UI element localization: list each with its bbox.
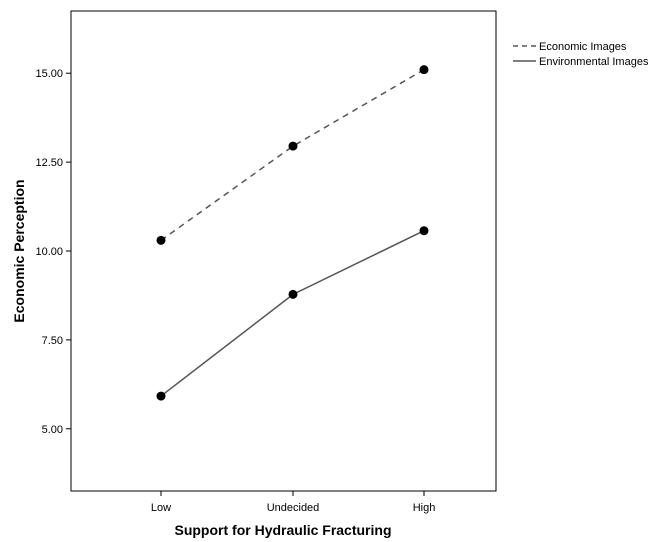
y-axis: 5.00 7.50 10.00 12.50 15.00 bbox=[35, 68, 71, 436]
x-tick-label: Low bbox=[151, 502, 171, 514]
x-axis: Low Undecided High bbox=[151, 491, 435, 514]
plot-area bbox=[70, 10, 497, 492]
data-point bbox=[419, 226, 429, 236]
y-axis-title: Economic Perception bbox=[11, 179, 27, 322]
y-tick-label: 12.50 bbox=[35, 157, 63, 169]
y-tick-label: 10.00 bbox=[35, 246, 63, 258]
y-tick-label: 5.00 bbox=[42, 424, 63, 436]
y-tick-label: 7.50 bbox=[42, 335, 63, 347]
data-point bbox=[288, 141, 298, 151]
x-tick-label: High bbox=[413, 502, 436, 514]
y-tick-label: 15.00 bbox=[35, 68, 63, 80]
series-points bbox=[156, 65, 429, 401]
data-point bbox=[156, 235, 166, 245]
data-point bbox=[419, 65, 429, 75]
x-tick-label: Undecided bbox=[267, 502, 320, 514]
legend-label-1: Environmental Images bbox=[539, 56, 649, 68]
data-point bbox=[156, 391, 166, 401]
legend-label-0: Economic Images bbox=[539, 41, 627, 53]
data-point bbox=[288, 289, 298, 299]
legend: Economic Images Environmental Images bbox=[513, 41, 649, 68]
x-axis-title: Support for Hydraulic Fracturing bbox=[174, 522, 391, 538]
